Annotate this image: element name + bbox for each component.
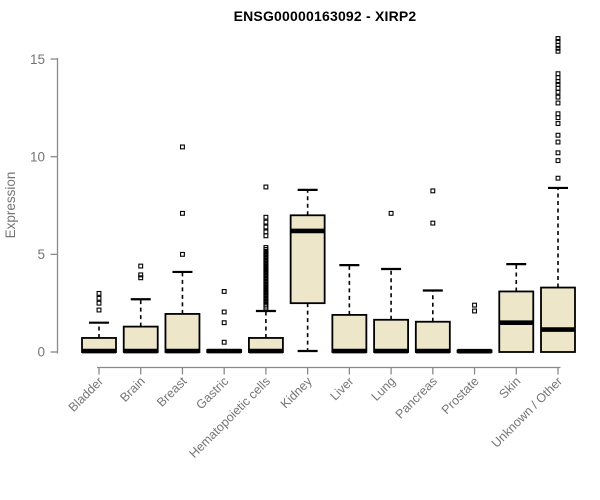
outlier-point: [263, 233, 269, 239]
outlier-point: [96, 290, 102, 296]
y-tick-label: 15: [30, 52, 45, 67]
outlier-point: [388, 210, 394, 216]
x-tick-label: Brain: [117, 374, 148, 405]
outlier-point: [555, 36, 561, 41]
y-tick-label: 0: [37, 345, 45, 360]
box-group-liver: Liver: [327, 263, 368, 403]
outlier-point: [263, 245, 269, 250]
outlier-point: [221, 339, 227, 345]
outlier-point: [263, 229, 269, 235]
outlier-point: [555, 139, 561, 145]
box-group-gastric: Gastric: [193, 289, 243, 412]
x-tick-label: Kidney: [278, 374, 315, 411]
outlier-point: [180, 210, 185, 216]
iqr-box: [289, 214, 326, 305]
x-tick-label: Gastric: [193, 374, 231, 412]
outlier-point: [555, 75, 561, 81]
box-group-lung: Lung: [369, 210, 409, 404]
outlier-point: [555, 39, 561, 44]
outlier-point: [221, 320, 227, 326]
iqr-box: [540, 286, 576, 353]
box-group-prostate: Prostate: [439, 302, 493, 417]
box-group-brain: Brain: [117, 263, 159, 405]
iqr-box: [331, 313, 368, 353]
outlier-point: [96, 300, 102, 306]
outlier-point: [555, 132, 561, 138]
outlier-point: [555, 121, 561, 126]
iqr-box: [122, 325, 159, 353]
outlier-point: [138, 272, 144, 278]
outlier-point: [555, 158, 561, 164]
x-tick-label: Pancreas: [393, 374, 440, 421]
outlier-point: [555, 89, 561, 95]
y-axis-title: Expression: [3, 172, 18, 239]
outlier-point: [555, 150, 561, 156]
outlier-point: [221, 289, 227, 294]
box-group-pancreas: Pancreas: [393, 188, 451, 421]
outlier-point: [430, 220, 436, 226]
iqr-box: [164, 313, 201, 353]
outlier-point: [263, 224, 269, 230]
outlier-point: [555, 45, 561, 51]
x-tick-label: Breast: [154, 374, 190, 410]
y-tick-label: 5: [37, 247, 45, 262]
outlier-point: [555, 85, 561, 91]
outlier-point: [263, 184, 269, 190]
box-group-skin: Skin: [496, 263, 535, 401]
outlier-point: [96, 307, 102, 313]
outlier-point: [180, 251, 185, 257]
x-tick-label: Lung: [369, 374, 399, 404]
x-tick-label: Bladder: [66, 374, 106, 414]
outlier-point: [472, 302, 477, 308]
x-tick-label: Liver: [327, 374, 356, 403]
outlier-point: [263, 219, 269, 225]
box-group-hematopoietic-cells: Hematopoietic cells: [186, 184, 284, 461]
x-tick-label: Skin: [496, 374, 523, 401]
box-group-breast: Breast: [154, 144, 201, 410]
x-tick-label: Unknown / Other: [489, 374, 565, 450]
box-group-kidney: Kidney: [278, 188, 326, 411]
outlier-point: [555, 111, 561, 117]
outlier-point: [555, 48, 561, 54]
outlier-point: [96, 295, 102, 301]
outlier-point: [555, 94, 561, 100]
outlier-point: [472, 308, 477, 314]
outlier-point: [221, 309, 227, 315]
outlier-point: [430, 188, 436, 194]
outlier-point: [555, 175, 561, 181]
outlier-point: [180, 144, 185, 150]
y-tick-label: 10: [30, 149, 45, 164]
outlier-point: [138, 275, 144, 281]
x-tick-label: Hematopoietic cells: [186, 374, 273, 461]
chart-title: ENSG00000163092 - XIRP2: [233, 8, 417, 24]
outlier-point: [263, 214, 269, 220]
outlier-point: [555, 100, 561, 106]
x-tick-label: Prostate: [439, 374, 482, 417]
iqr-box: [373, 318, 409, 353]
outlier-point: [555, 71, 561, 77]
box-group-bladder: Bladder: [66, 290, 117, 415]
iqr-box: [414, 320, 451, 353]
outlier-point: [138, 263, 144, 269]
outlier-point: [555, 115, 561, 121]
outlier-point: [555, 81, 561, 87]
